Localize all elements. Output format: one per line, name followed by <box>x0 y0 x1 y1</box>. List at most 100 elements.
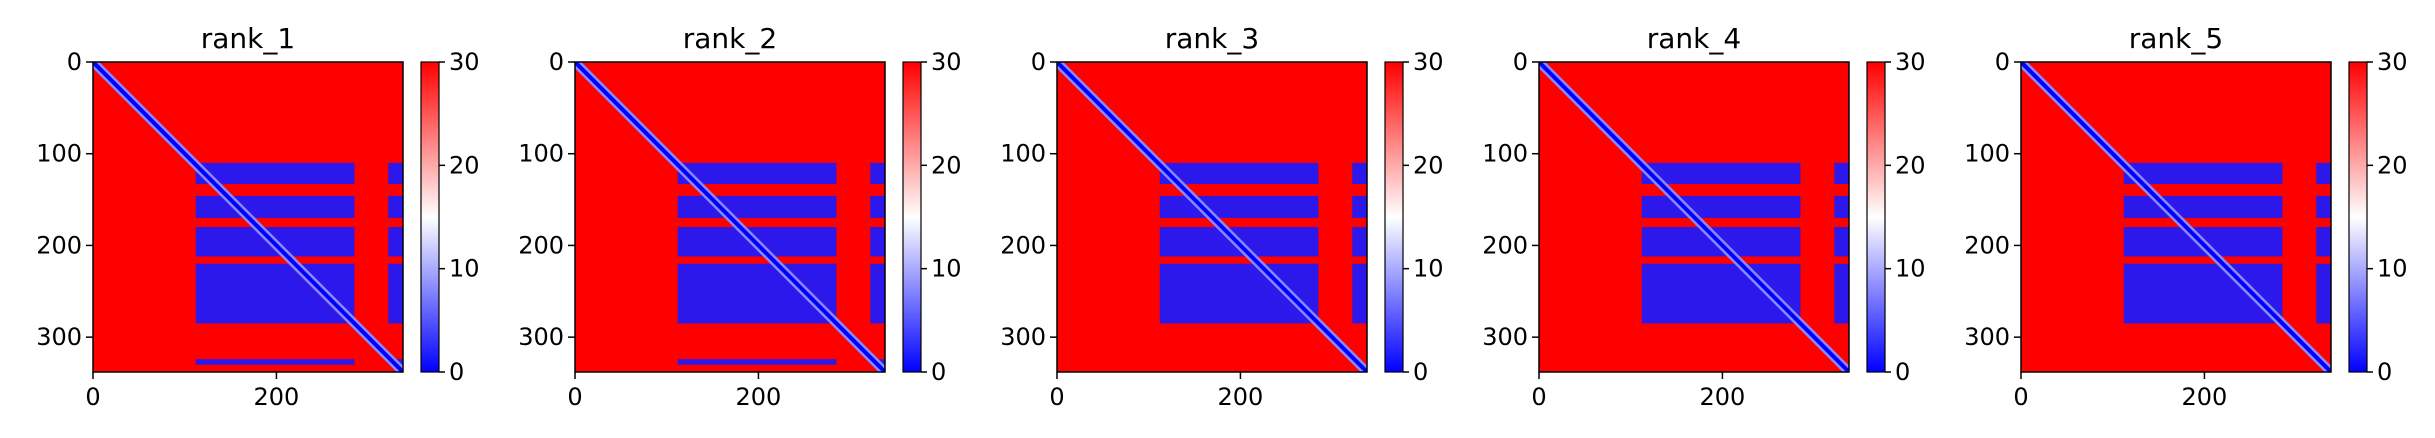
heatmap-block <box>388 227 403 257</box>
x-tick-label: 200 <box>1700 383 1746 411</box>
colorbar-tick-label: 20 <box>2377 151 2408 179</box>
axes-frame <box>1538 61 1850 373</box>
heatmap-block <box>1159 162 1319 184</box>
colorbar-tick-label: 20 <box>931 151 962 179</box>
x-tick-label: 0 <box>2013 383 2028 411</box>
heatmap-block <box>870 263 885 324</box>
subplot-rank_4: rank_4 0 200 0 100 200 300 0 10 20 30 <box>1482 22 1925 411</box>
y-tick-label: 300 <box>1000 323 1046 351</box>
y-tick-label: 200 <box>518 231 564 259</box>
heatmap-block <box>1834 263 1849 324</box>
colorbar-tick-label: 0 <box>1413 358 1428 386</box>
y-tick-label: 0 <box>1995 48 2010 76</box>
heatmap-block <box>1352 162 1367 184</box>
colorbar-gradient <box>2348 61 2368 373</box>
heatmap-cells <box>2021 62 2331 372</box>
x-tick-label: 0 <box>1531 383 1546 411</box>
heatmap-block <box>388 195 403 218</box>
colorbar-tick-label: 30 <box>1895 48 1926 76</box>
subplot-rank_2: rank_2 0 200 0 100 200 300 0 10 20 30 <box>518 22 961 411</box>
colorbar-gradient <box>1866 61 1886 373</box>
heatmap-block <box>2316 195 2331 218</box>
colorbar-gradient <box>902 61 922 373</box>
heatmap-block <box>870 162 885 184</box>
heatmap-cells <box>93 62 403 372</box>
heatmap-block <box>677 195 837 218</box>
heatmap-block <box>388 162 403 184</box>
y-tick-label: 200 <box>1000 231 1046 259</box>
colorbar-tick-label: 20 <box>1413 151 1444 179</box>
heatmap-cells <box>1539 62 1849 372</box>
colorbar-tick-label: 30 <box>931 48 962 76</box>
heatmap-cells <box>575 62 885 372</box>
subplot-title: rank_4 <box>1647 22 1741 55</box>
diagonal-line <box>575 62 885 372</box>
diagonal-line <box>1057 62 1367 372</box>
y-tick-label: 100 <box>1482 140 1528 168</box>
x-tick-label: 0 <box>1049 383 1064 411</box>
y-tick-label: 100 <box>36 140 82 168</box>
y-tick-label: 300 <box>1964 323 2010 351</box>
subplot-title: rank_5 <box>2129 22 2223 55</box>
heatmap-block <box>677 359 837 365</box>
subplot-rank_1: rank_1 0 200 0 100 200 300 0 10 20 30 <box>36 22 479 411</box>
y-tick-label: 0 <box>67 48 82 76</box>
heatmap-block <box>2316 227 2331 257</box>
heatmap-block <box>2123 195 2283 218</box>
colorbar-tick-label: 0 <box>931 358 946 386</box>
colorbar-tick-label: 30 <box>1413 48 1444 76</box>
y-tick-label: 200 <box>1964 231 2010 259</box>
colorbar: 0 10 20 30 <box>420 48 480 386</box>
heatmap-block <box>1352 263 1367 324</box>
diagonal-line <box>2021 62 2331 372</box>
subplot-title: rank_2 <box>683 22 777 55</box>
diagonal-line <box>93 62 403 372</box>
subplot-rank_3: rank_3 0 200 0 100 200 300 0 10 20 30 <box>1000 22 1443 411</box>
colorbar-tick-label: 10 <box>2377 255 2408 283</box>
axes-frame <box>92 61 404 373</box>
colorbar-tick-label: 20 <box>449 151 480 179</box>
heatmap-block <box>870 195 885 218</box>
y-tick-label: 300 <box>36 323 82 351</box>
colorbar-tick-label: 10 <box>1895 255 1926 283</box>
colorbar: 0 10 20 30 <box>2348 48 2408 386</box>
y-tick-label: 300 <box>518 323 564 351</box>
y-tick-label: 300 <box>1482 323 1528 351</box>
heatmap-block <box>195 162 355 184</box>
y-tick-label: 100 <box>1000 140 1046 168</box>
heatmap-block <box>1352 227 1367 257</box>
y-tick-label: 0 <box>549 48 564 76</box>
heatmap-block <box>195 359 355 365</box>
colorbar-tick-label: 10 <box>931 255 962 283</box>
heatmap-block <box>2123 162 2283 184</box>
subplot-rank_5: rank_5 0 200 0 100 200 300 0 10 20 30 <box>1964 22 2407 411</box>
heatmap-block <box>677 162 837 184</box>
heatmap-block <box>1834 195 1849 218</box>
x-tick-label: 0 <box>85 383 100 411</box>
heatmap-cells <box>1057 62 1367 372</box>
colorbar-tick-label: 10 <box>449 255 480 283</box>
heatmap-block <box>1159 195 1319 218</box>
colorbar-tick-label: 30 <box>449 48 480 76</box>
y-tick-label: 200 <box>1482 231 1528 259</box>
x-tick-label: 200 <box>2182 383 2228 411</box>
colorbar-tick-label: 30 <box>2377 48 2408 76</box>
colorbar-tick-label: 0 <box>1895 358 1910 386</box>
x-tick-label: 0 <box>567 383 582 411</box>
colorbar-tick-label: 0 <box>2377 358 2392 386</box>
x-tick-label: 200 <box>1218 383 1264 411</box>
heatmap-block <box>195 195 355 218</box>
heatmap-block <box>1641 195 1801 218</box>
colorbar-gradient <box>420 61 440 373</box>
colorbar: 0 10 20 30 <box>902 48 962 386</box>
y-tick-label: 200 <box>36 231 82 259</box>
axes-frame <box>1056 61 1368 373</box>
colorbar-gradient <box>1384 61 1404 373</box>
heatmap-block <box>388 263 403 324</box>
subplot-title: rank_1 <box>201 22 295 55</box>
heatmap-block <box>1641 162 1801 184</box>
axes-frame <box>2020 61 2332 373</box>
colorbar-tick-label: 10 <box>1413 255 1444 283</box>
x-tick-label: 200 <box>254 383 300 411</box>
